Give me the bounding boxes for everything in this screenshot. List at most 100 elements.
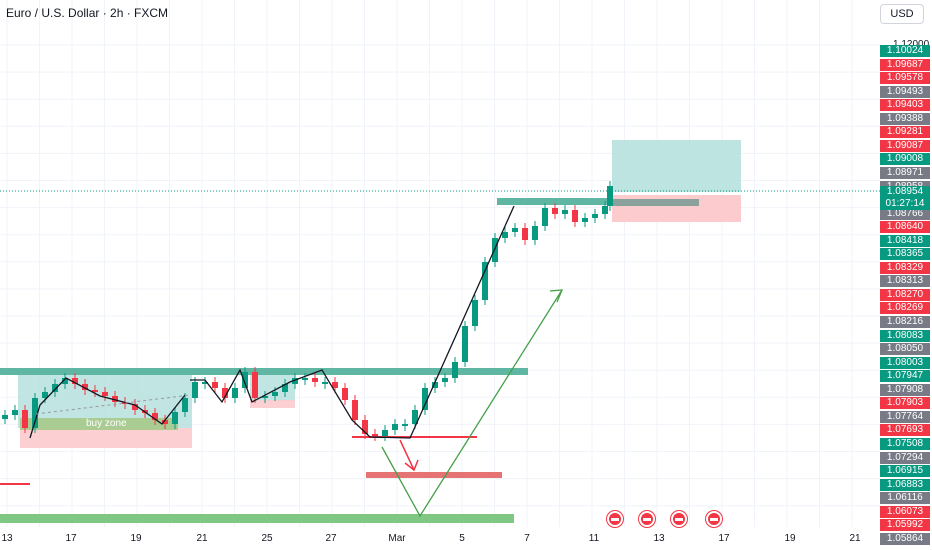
candle-body bbox=[2, 415, 8, 419]
candle-body bbox=[42, 392, 48, 398]
candle-body bbox=[112, 396, 118, 402]
us-flag-event-icon[interactable] bbox=[607, 511, 623, 527]
price-level-label: 1.07903 bbox=[880, 397, 930, 410]
candle-body bbox=[132, 404, 138, 410]
candle-body bbox=[32, 398, 38, 428]
zigzag-pattern-line bbox=[29, 377, 186, 439]
candle-body bbox=[442, 378, 448, 382]
candle-body bbox=[392, 424, 398, 430]
bar-countdown: 01:27:14 bbox=[885, 198, 925, 209]
candle-body bbox=[572, 210, 578, 222]
candle-body bbox=[542, 208, 548, 226]
time-label: 27 bbox=[325, 533, 337, 544]
candle-body bbox=[182, 398, 188, 412]
projection-line bbox=[381, 289, 563, 518]
price-level-label: 1.05992 bbox=[880, 519, 930, 532]
candle-body bbox=[332, 382, 338, 388]
candle-body bbox=[212, 382, 218, 388]
candle-body bbox=[222, 388, 228, 398]
candle-body bbox=[402, 424, 408, 426]
price-level-label: 1.10024 bbox=[880, 45, 930, 57]
candle-body bbox=[552, 208, 558, 214]
price-level-label: 1.09687 bbox=[880, 58, 930, 71]
candle-body bbox=[362, 420, 368, 434]
currency-button[interactable]: USD bbox=[880, 4, 924, 24]
price-level-label: 1.06116 bbox=[880, 492, 930, 505]
candle-body bbox=[52, 384, 58, 392]
time-label: Mar bbox=[388, 533, 406, 544]
time-label: 13 bbox=[653, 533, 665, 544]
candle-body bbox=[102, 392, 108, 396]
candle-body bbox=[62, 378, 68, 384]
price-level-label: 1.08418 bbox=[880, 234, 930, 247]
candle-body bbox=[322, 382, 328, 384]
price-chart-canvas[interactable] bbox=[0, 0, 880, 527]
price-level-label: 1.08640 bbox=[880, 221, 930, 234]
price-level-label: 1.06073 bbox=[880, 505, 930, 518]
time-label: 5 bbox=[459, 533, 465, 544]
symbol-title[interactable]: Euro / U.S. Dollar · 2h · FXCM bbox=[6, 6, 169, 20]
buy-zone-band bbox=[20, 418, 178, 430]
candle-body bbox=[452, 362, 458, 378]
candle-body bbox=[172, 412, 178, 424]
candle-body bbox=[492, 238, 498, 262]
price-level-label: 1.09493 bbox=[880, 85, 930, 98]
price-level-label: 1.08971 bbox=[880, 166, 930, 179]
candle-body bbox=[192, 382, 198, 398]
swing-trend-line bbox=[190, 205, 515, 439]
candle-body bbox=[152, 413, 158, 420]
candle-body bbox=[202, 382, 208, 384]
candle-body bbox=[82, 384, 88, 390]
candle-body bbox=[12, 410, 18, 415]
candle-body bbox=[272, 392, 278, 396]
price-level-label: 1.07764 bbox=[880, 410, 930, 423]
candle-body bbox=[372, 434, 378, 436]
price-level-label: 1.09008 bbox=[880, 153, 930, 166]
price-level-label: 1.07294 bbox=[880, 451, 930, 464]
price-level-label: 1.09281 bbox=[880, 126, 930, 139]
price-level-label: 1.08269 bbox=[880, 302, 930, 315]
resistance-zone-bar bbox=[0, 368, 528, 375]
price-level-label: 1.08313 bbox=[880, 275, 930, 288]
mini-zone-stop bbox=[250, 400, 295, 408]
candle-body bbox=[262, 396, 268, 398]
candle-body bbox=[412, 410, 418, 424]
time-label: 19 bbox=[130, 533, 142, 544]
candle-body bbox=[532, 226, 538, 240]
time-label: 17 bbox=[65, 533, 77, 544]
us-flag-event-icon[interactable] bbox=[706, 511, 722, 527]
price-level-label: 1.08083 bbox=[880, 329, 930, 342]
time-axis[interactable] bbox=[0, 527, 880, 550]
time-label: 13 bbox=[1, 533, 13, 544]
price-level-label: 1.06915 bbox=[880, 465, 930, 478]
current-price-value: 1.08954 bbox=[886, 186, 924, 197]
time-label: 21 bbox=[196, 533, 208, 544]
price-level-label: 1.08766 bbox=[880, 207, 930, 220]
candle-body bbox=[522, 228, 528, 240]
candle-body bbox=[312, 378, 318, 382]
price-level-label: 1.09388 bbox=[880, 112, 930, 125]
time-label: 19 bbox=[784, 533, 796, 544]
candle-body bbox=[462, 326, 468, 362]
time-label: 7 bbox=[524, 533, 530, 544]
price-level-label: 1.07908 bbox=[880, 383, 930, 396]
candle-body bbox=[607, 186, 613, 206]
current-price-badge: 1.08954 01:27:14 bbox=[880, 186, 930, 210]
us-flag-event-icon[interactable] bbox=[639, 511, 655, 527]
candle-body bbox=[342, 388, 348, 400]
price-level-label: 1.06883 bbox=[880, 478, 930, 491]
candle-body bbox=[232, 388, 238, 398]
down-arrow-head-icon bbox=[404, 459, 419, 472]
candle-body bbox=[302, 378, 308, 380]
price-level-label: 1.07947 bbox=[880, 370, 930, 383]
support-zone-bar bbox=[0, 514, 514, 523]
candle-body bbox=[352, 400, 358, 420]
target-low-bar bbox=[366, 472, 502, 478]
us-flag-event-icon[interactable] bbox=[671, 511, 687, 527]
price-level-label: 1.08050 bbox=[880, 343, 930, 356]
candle-body bbox=[162, 420, 168, 424]
price-level-label: 1.07508 bbox=[880, 437, 930, 450]
candle-body bbox=[282, 384, 288, 392]
entry-zone-bar bbox=[612, 199, 699, 206]
